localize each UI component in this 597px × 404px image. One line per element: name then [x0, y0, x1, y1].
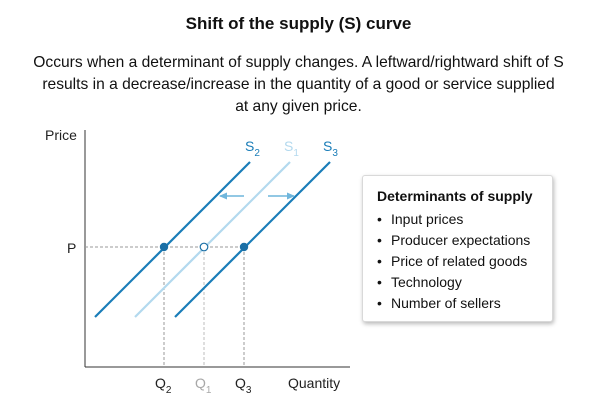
quantity-label-q3-letter: Q: [235, 375, 246, 391]
list-item: • Input prices: [377, 209, 552, 230]
quantity-label-q1: Q1: [195, 375, 212, 396]
list-item-label: Producer expectations: [391, 232, 531, 248]
curve-label-s2-subscript: 2: [254, 148, 260, 159]
bullet-icon: •: [377, 232, 382, 248]
supply-curve-s1: [134, 161, 291, 318]
diagram-title: Shift of the supply (S) curve: [185, 14, 412, 33]
list-item: • Price of related goods: [377, 251, 552, 272]
curve-label-s3-letter: S: [323, 138, 332, 154]
curve-label-s1-letter: S: [284, 138, 293, 154]
supply-curve-s3: [174, 161, 331, 318]
list-item: • Technology: [377, 272, 552, 293]
panel-title: Determinants of supply: [377, 188, 533, 204]
diagram-description: Occurs when a determinant of supply chan…: [0, 52, 597, 118]
quantity-label-q1-subscript: 1: [206, 385, 212, 396]
quantity-label-q1-letter: Q: [195, 375, 206, 391]
quantity-label-q3: Q3: [235, 375, 252, 396]
curve-label-s2: S2: [245, 138, 260, 159]
list-item-label: Number of sellers: [391, 295, 501, 311]
description-line-1: Occurs when a determinant of supply chan…: [33, 54, 564, 71]
y-axis-label: Price: [45, 127, 77, 143]
bullet-icon: •: [377, 295, 382, 311]
supply-curve-s2: [94, 161, 251, 318]
point-q1: [199, 242, 209, 252]
curve-label-s1-subscript: 1: [293, 148, 299, 159]
determinants-panel: Determinants of supply • Input prices • Pr…: [362, 175, 553, 322]
quantity-label-q2: Q2: [155, 375, 172, 396]
curve-label-s3: S3: [323, 138, 338, 159]
point-q2: [159, 242, 169, 252]
curve-label-s1: S1: [284, 138, 299, 159]
curve-label-s2-letter: S: [245, 138, 254, 154]
point-q3: [239, 242, 249, 252]
description-line-2: results in a decrease/increase in the qu…: [42, 76, 555, 93]
quantity-label-q3-subscript: 3: [246, 385, 252, 396]
list-item-label: Price of related goods: [391, 253, 528, 269]
x-axis-label: Quantity: [288, 375, 340, 391]
list-item: • Producer expectations: [377, 230, 552, 251]
quantity-label-q2-letter: Q: [155, 375, 166, 391]
bullet-icon: •: [377, 253, 382, 269]
price-label: P: [67, 240, 76, 256]
list-item-label: Input prices: [391, 211, 464, 227]
quantity-label-q2-subscript: 2: [166, 385, 172, 396]
determinants-list: • Input prices • Producer expectations • Pr…: [377, 209, 552, 314]
description-line-3: at any given price.: [235, 98, 362, 115]
bullet-icon: •: [377, 274, 382, 290]
curve-label-s3-subscript: 3: [332, 148, 338, 159]
list-item: • Number of sellers: [377, 293, 552, 314]
bullet-icon: •: [377, 211, 382, 227]
list-item-label: Technology: [391, 274, 462, 290]
